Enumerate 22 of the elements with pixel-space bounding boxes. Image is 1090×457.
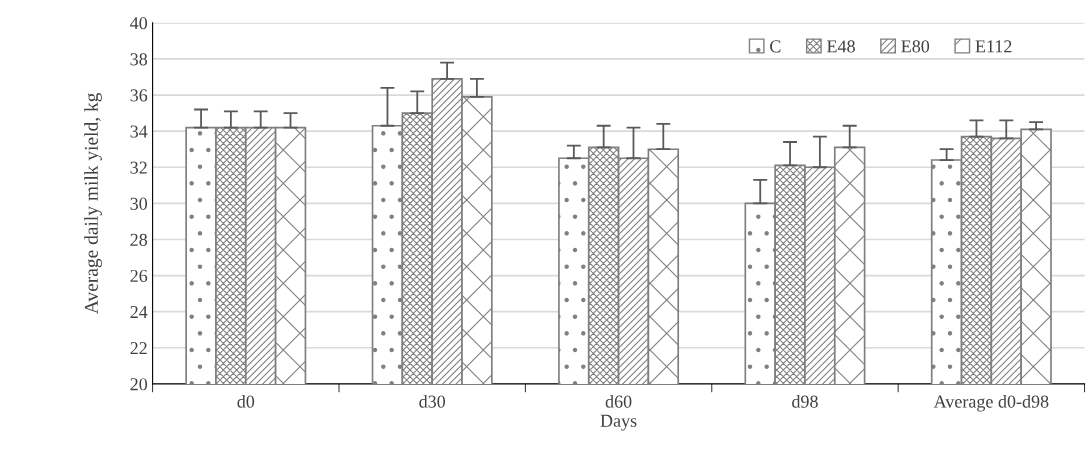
- y-tick-label: 38: [130, 53, 148, 66]
- x-tick-label: Average d0-d98: [933, 394, 1049, 412]
- y-axis-title: Average daily milk yield, kg: [84, 92, 102, 314]
- y-tick-label: 40: [130, 17, 148, 30]
- x-tick-label: d0: [237, 394, 255, 408]
- x-tick-label: d30: [419, 394, 446, 408]
- y-tick-label: 32: [130, 161, 147, 174]
- y-tick-label: 20: [130, 378, 148, 391]
- y-tick-label: 36: [130, 89, 148, 102]
- x-axis-title: Days: [600, 414, 637, 431]
- y-tick-label: 30: [130, 197, 148, 210]
- y-tick-label: 28: [130, 233, 148, 246]
- x-tick-label: d60: [605, 394, 632, 408]
- legend-label: C: [770, 40, 781, 53]
- legend-label: E80: [901, 40, 930, 53]
- y-tick-label: 34: [130, 125, 148, 138]
- y-tick-label: 22: [130, 342, 147, 355]
- legend-label: E112: [975, 40, 1012, 53]
- y-tick-label: 26: [130, 269, 148, 283]
- x-tick-label: d98: [792, 394, 818, 408]
- legend-label: E48: [827, 40, 855, 53]
- y-tick-label: 24: [130, 305, 148, 318]
